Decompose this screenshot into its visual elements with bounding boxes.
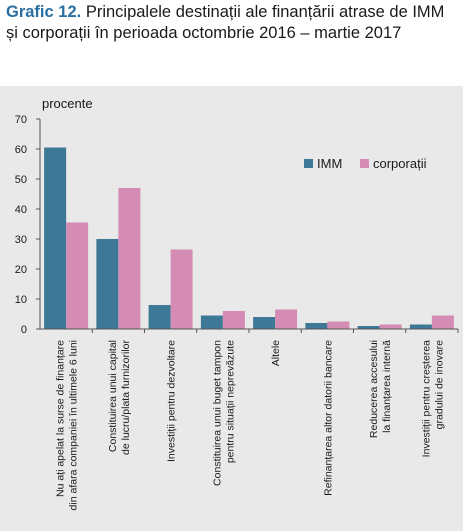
y-unit-label: procente bbox=[42, 96, 93, 111]
x-category-label: Constituirea unui buget tampon bbox=[211, 340, 223, 486]
bar-imm bbox=[148, 305, 171, 329]
legend-label: corporații bbox=[373, 156, 427, 171]
x-category-label: de lucru/plata furnizorilor bbox=[120, 340, 132, 455]
y-tick-label: 70 bbox=[15, 114, 27, 126]
legend-label: IMM bbox=[317, 156, 342, 171]
y-tick-label: 30 bbox=[15, 234, 27, 246]
bar-corporatii bbox=[275, 309, 298, 329]
figure-heading: Grafic 12. Principalele destinații ale f… bbox=[6, 2, 458, 44]
bar-corporatii bbox=[431, 315, 454, 329]
legend-swatch bbox=[304, 159, 313, 168]
y-tick-label: 0 bbox=[21, 324, 27, 336]
bar-imm bbox=[200, 315, 223, 329]
bar-corporatii bbox=[118, 188, 141, 329]
bar-corporatii bbox=[170, 249, 193, 329]
bar-imm bbox=[44, 147, 67, 329]
x-category-label: Refinanțarea altor datorii bancare bbox=[322, 340, 334, 496]
x-category-label: Investiții pentru creșterea bbox=[420, 340, 432, 457]
x-category-label: Altele bbox=[270, 340, 282, 366]
x-category-label: Reducerea accesului bbox=[368, 340, 380, 438]
x-category-label: din afara companiei în ultimele 6 luni bbox=[68, 340, 80, 510]
y-tick-label: 60 bbox=[15, 144, 27, 156]
bar-imm bbox=[305, 323, 328, 329]
y-tick-label: 10 bbox=[15, 294, 27, 306]
bar-corporatii bbox=[66, 222, 89, 329]
bar-imm bbox=[253, 317, 276, 329]
y-tick-label: 20 bbox=[15, 264, 27, 276]
figure-title: Principalele destinații ale finanțării a… bbox=[6, 3, 445, 42]
legend-swatch bbox=[360, 159, 369, 168]
x-category-label: pentru situații neprevăzute bbox=[224, 340, 236, 463]
x-category-label: Constituirea unui capital bbox=[107, 340, 119, 452]
x-category-label: gradului de inovare bbox=[433, 340, 445, 429]
bar-corporatii bbox=[327, 321, 350, 329]
bar-imm bbox=[357, 326, 380, 329]
bar-imm bbox=[409, 324, 432, 329]
x-category-label: Nu ați apelat la surse de finanțare bbox=[55, 340, 67, 497]
x-category-label: Investiții pentru dezvoltare bbox=[166, 340, 178, 462]
figure-label: Grafic 12. bbox=[6, 3, 82, 21]
y-tick-label: 40 bbox=[15, 204, 27, 216]
bar-imm bbox=[96, 239, 119, 329]
bar-corporatii bbox=[222, 311, 245, 329]
x-category-label: la finanțarea internă bbox=[381, 340, 393, 433]
y-tick-label: 50 bbox=[15, 174, 27, 186]
bar-corporatii bbox=[379, 324, 402, 329]
